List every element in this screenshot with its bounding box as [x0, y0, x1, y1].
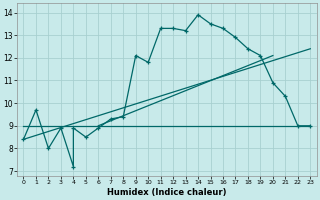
X-axis label: Humidex (Indice chaleur): Humidex (Indice chaleur)	[107, 188, 227, 197]
